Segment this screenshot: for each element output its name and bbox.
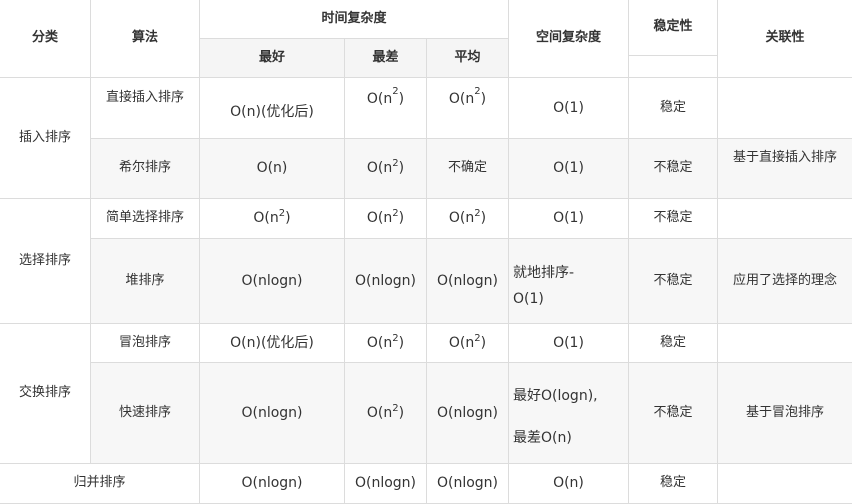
algo-name: 堆排序 (91, 239, 200, 324)
average-case: O(nlogn) (427, 464, 509, 504)
worst-sup: 2 (392, 332, 399, 344)
worst-case: O(n 2) (345, 324, 427, 363)
algo-name: 简单选择排序 (91, 199, 200, 239)
worst-case: O(n 2) (345, 78, 427, 139)
worst-text: O(n (366, 334, 393, 351)
relation: 基于冒泡排序 (718, 363, 852, 464)
avg-sup: 2 (474, 332, 481, 344)
stability: 不稳定 (629, 199, 718, 239)
relation: 基于直接插入排序 (718, 139, 852, 199)
header-average: 平均 (427, 39, 509, 78)
worst-text: O(n (366, 404, 393, 421)
header-space-complexity: 空间复杂度 (509, 0, 629, 78)
worst-case: O(n 2) (345, 139, 427, 199)
space-line-1: 就地排序- (513, 265, 575, 281)
worst-tail: ) (398, 334, 405, 351)
average-case: O(nlogn) (427, 239, 509, 324)
worst-text: O(n (366, 210, 393, 227)
stability: 稳定 (629, 464, 718, 504)
avg-sup: 2 (474, 86, 481, 97)
header-stability-pad (629, 56, 718, 78)
average-case: 不确定 (427, 139, 509, 199)
avg-sup: 2 (474, 208, 481, 219)
group-insertion: 插入排序 (0, 78, 91, 199)
avg-text: O(n (448, 91, 475, 107)
worst-sup: 2 (392, 208, 399, 219)
best-case: O(n)(优化后) (200, 78, 345, 139)
worst-text: O(n (366, 160, 393, 177)
space-complexity: 最好O(logn), 最差O(n) (509, 363, 629, 464)
avg-tail: ) (480, 210, 487, 227)
worst-sup: 2 (392, 402, 399, 414)
stability: 不稳定 (629, 363, 718, 464)
group-exchange: 交换排序 (0, 324, 91, 464)
header-stability: 稳定性 (629, 0, 718, 56)
relation (718, 199, 852, 239)
best-sup: 2 (278, 208, 286, 219)
relation (718, 78, 852, 139)
space-line-2: 最差O(n) (513, 430, 572, 446)
average-case: O(n 2) (427, 78, 509, 139)
group-selection: 选择排序 (0, 199, 91, 324)
space-complexity: O(1) (509, 78, 629, 139)
best-text: O(n (253, 210, 279, 227)
header-best: 最好 (200, 39, 345, 78)
worst-tail: ) (398, 160, 405, 177)
header-time-complexity: 时间复杂度 (200, 0, 509, 39)
header-algorithm: 算法 (91, 0, 200, 78)
stability: 不稳定 (629, 239, 718, 324)
algo-name: 快速排序 (91, 363, 200, 464)
space-line-1: 最好O(logn), (513, 388, 598, 404)
header-category: 分类 (0, 0, 91, 78)
average-case: O(nlogn) (427, 363, 509, 464)
best-case: O(n) (200, 139, 345, 199)
algo-name: 冒泡排序 (91, 324, 200, 363)
stability: 不稳定 (629, 139, 718, 199)
algo-name-merged: 归并排序 (0, 464, 200, 504)
space-line-2: O(1) (513, 291, 544, 307)
average-case: O(n 2) (427, 324, 509, 363)
best-case: O(n)(优化后) (200, 324, 345, 363)
space-complexity: O(1) (509, 199, 629, 239)
avg-tail: ) (480, 334, 487, 351)
best-case: O(nlogn) (200, 464, 345, 504)
average-case: O(n 2) (427, 199, 509, 239)
avg-text: O(n (448, 334, 475, 351)
best-text: O(n)(优化后) (230, 103, 314, 120)
worst-tail: ) (398, 210, 405, 227)
relation (718, 464, 852, 504)
worst-case: O(nlogn) (345, 464, 427, 504)
header-relation: 关联性 (718, 0, 852, 78)
worst-text: O(n (366, 91, 393, 107)
header-worst: 最差 (345, 39, 427, 78)
avg-tail: ) (480, 91, 487, 107)
relation: 应用了选择的理念 (718, 239, 852, 324)
best-case: O(nlogn) (200, 363, 345, 464)
algo-name: 直接插入排序 (91, 78, 200, 139)
worst-case: O(n 2) (345, 199, 427, 239)
best-case: O(n 2) (200, 199, 345, 239)
worst-tail: ) (398, 404, 405, 421)
best-case: O(nlogn) (200, 239, 345, 324)
stability: 稳定 (629, 324, 718, 363)
worst-sup: 2 (392, 86, 399, 97)
space-complexity: O(1) (509, 139, 629, 199)
worst-tail: ) (398, 91, 405, 107)
avg-text: O(n (448, 210, 475, 227)
space-complexity: O(n) (509, 464, 629, 504)
space-complexity: O(1) (509, 324, 629, 363)
worst-case: O(n 2) (345, 363, 427, 464)
algo-name: 希尔排序 (91, 139, 200, 199)
best-tail: ) (285, 210, 291, 227)
relation (718, 324, 852, 363)
stability: 稳定 (629, 78, 718, 139)
worst-case: O(nlogn) (345, 239, 427, 324)
space-complexity: 就地排序- O(1) (509, 239, 629, 324)
worst-sup: 2 (392, 158, 399, 169)
